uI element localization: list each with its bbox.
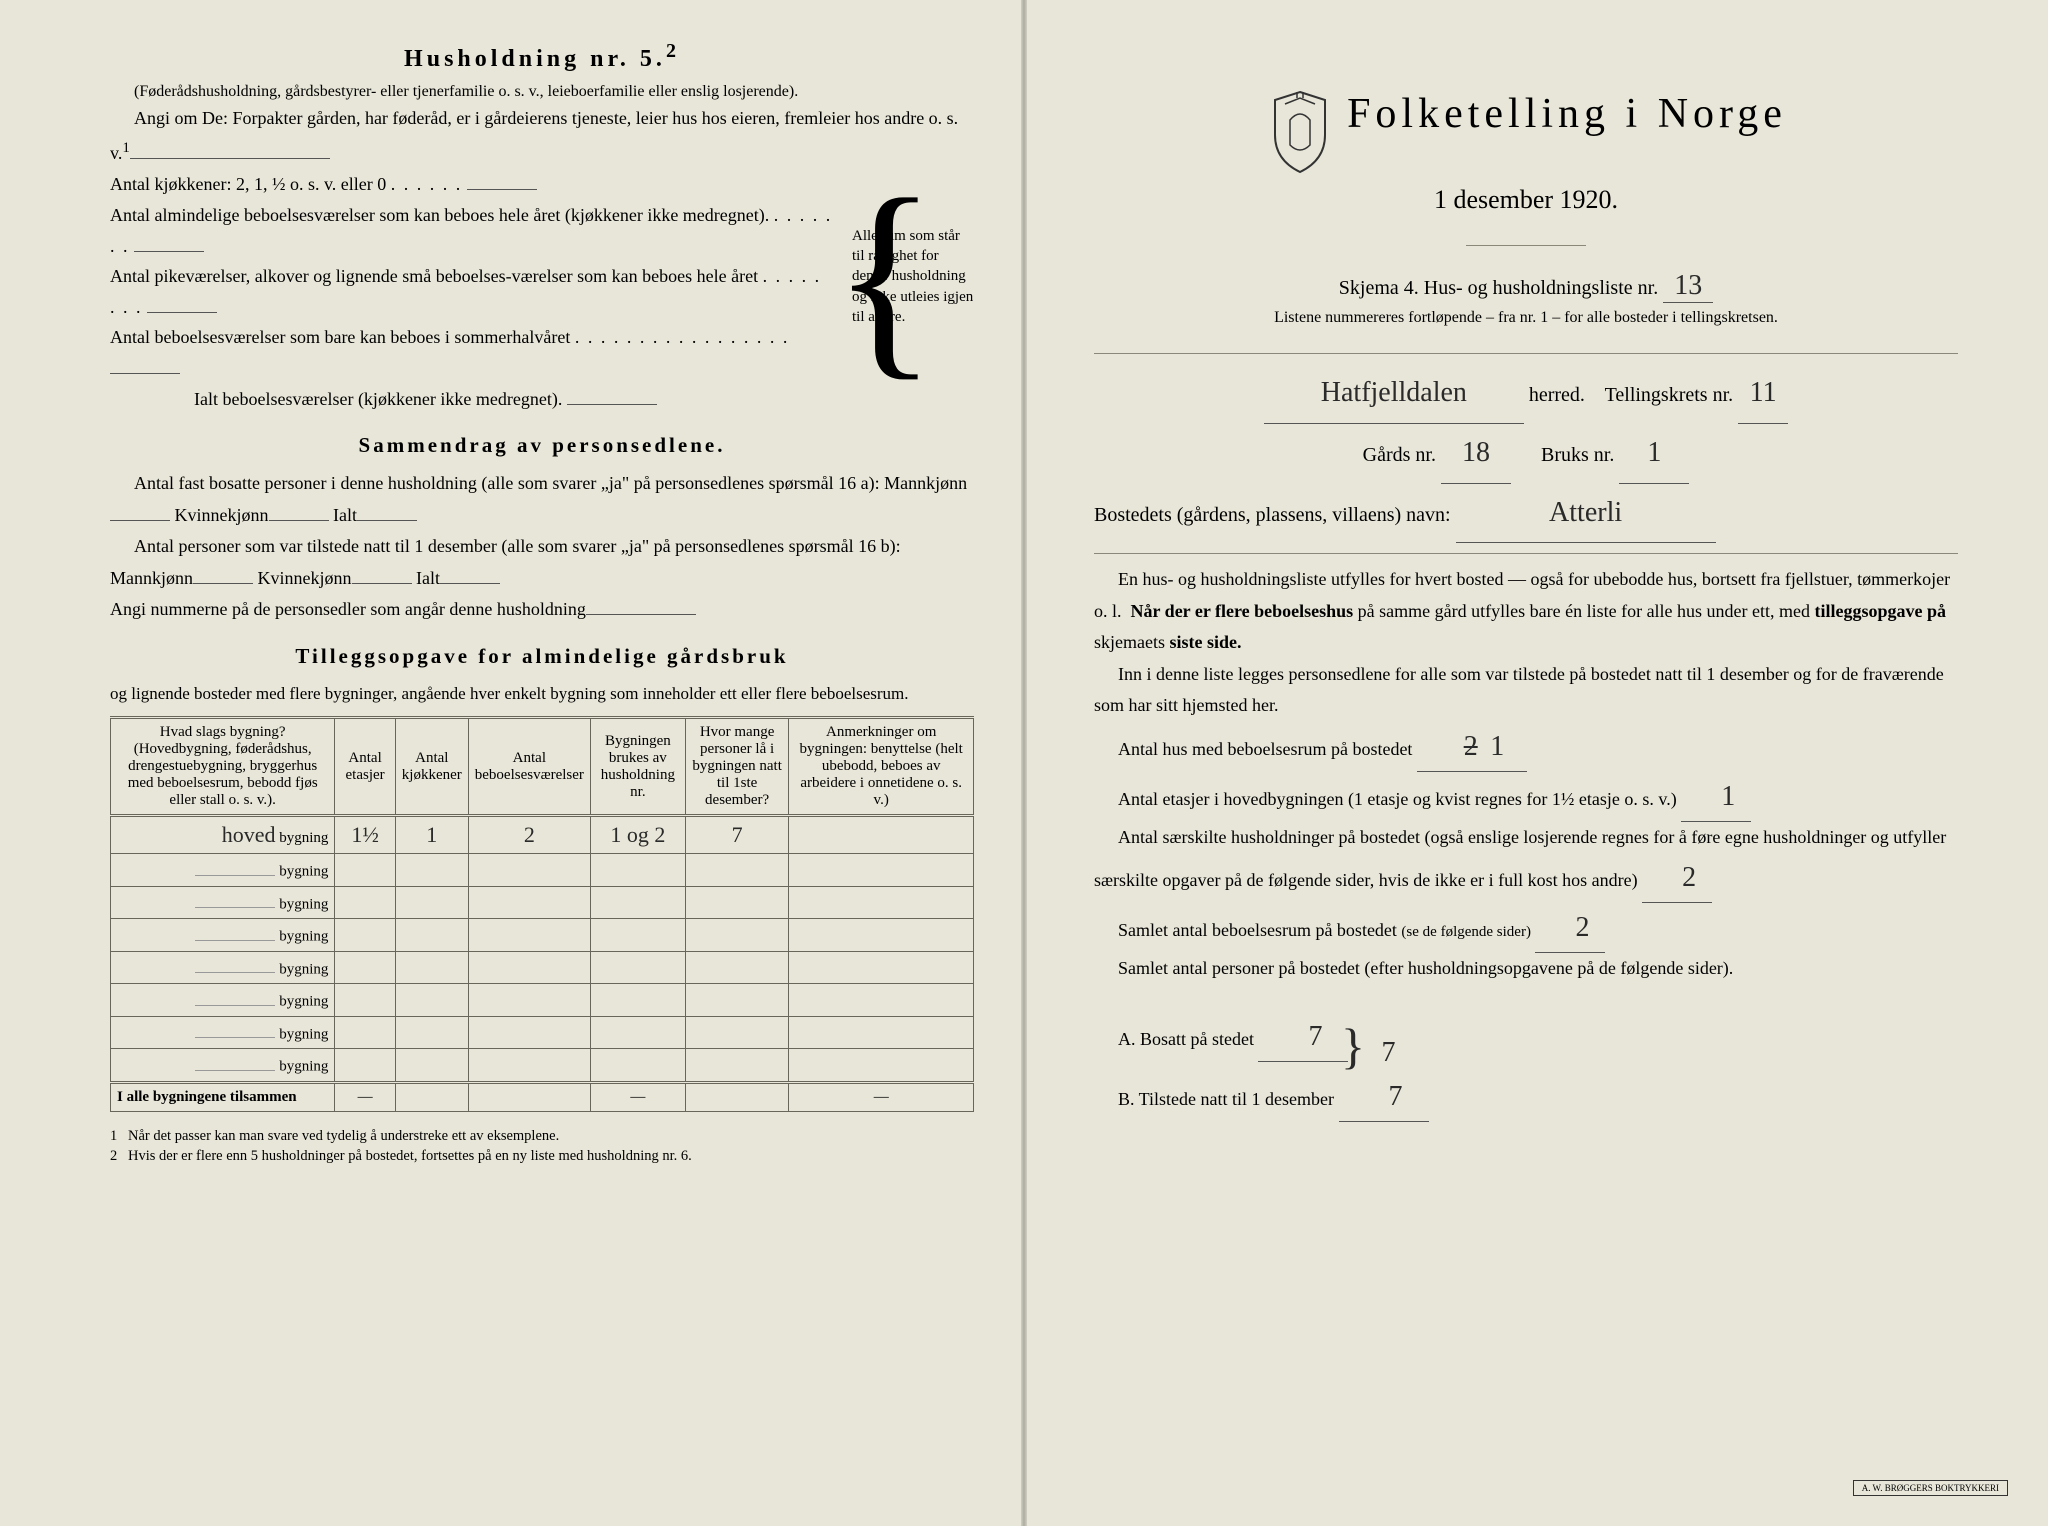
table-row: hoved bygning1½121 og 27 <box>111 816 974 854</box>
rooms-line-3: Antal beboelsesværelser som bare kan beb… <box>110 322 834 383</box>
bosatt-val: 7 <box>1258 1012 1348 1062</box>
skjema-line: Skjema 4. Hus- og husholdningsliste nr. … <box>1094 270 1958 303</box>
col-etasjer: Antal etasjer <box>335 718 395 816</box>
etasjer-val: 1 <box>1681 772 1751 822</box>
kitchens-line: Antal kjøkkener: 2, 1, ½ o. s. v. eller … <box>110 169 834 200</box>
buildings-table: Hvad slags bygning? (Hovedbygning, føder… <box>110 716 974 1112</box>
sub-center: Listene nummereres fortløpende – fra nr.… <box>1094 309 1958 327</box>
left-page: Husholdning nr. 5.2 (Føderådshusholdning… <box>0 0 1024 1526</box>
angi-nummer: Angi nummerne på de personsedler som ang… <box>110 594 974 626</box>
bruk-nr: 1 <box>1619 424 1689 484</box>
right-page: Folketelling i Norge 1 desember 1920. Sk… <box>1024 0 2048 1526</box>
rooms-line-2: Antal pikeværelser, alkover og lignende … <box>110 261 834 322</box>
table-row: bygning <box>111 984 974 1017</box>
col-anm: Anmerkninger om bygningen: benyttelse (h… <box>789 718 974 816</box>
samm-p2: Antal personer som var tilstede natt til… <box>110 531 974 594</box>
gard-line: Gårds nr. 18 Bruks nr. 1 <box>1094 424 1958 484</box>
main-title: Folketelling i Norge <box>1347 90 1787 138</box>
antal-hus-line: Antal hus med beboelsesrum på bostedet 2… <box>1094 722 1958 772</box>
table-row: bygning <box>111 951 974 984</box>
bosted-line: Bostedets (gårdens, plassens, villaens) … <box>1094 484 1958 544</box>
table-header-row: Hvad slags bygning? (Hovedbygning, føder… <box>111 718 974 816</box>
etasjer-line: Antal etasjer i hovedbygningen (1 etasje… <box>1094 772 1958 822</box>
rooms-block: Antal kjøkkener: 2, 1, ½ o. s. v. eller … <box>110 169 974 383</box>
krets-nr: 11 <box>1738 364 1788 424</box>
gard-nr: 18 <box>1441 424 1511 484</box>
title-row: Folketelling i Norge <box>1094 90 1958 175</box>
brace-mark: } <box>1341 1018 1365 1074</box>
fill-line <box>130 139 330 159</box>
sammendrag-heading: Sammendrag av personsedlene. <box>110 433 974 458</box>
hush-val: 2 <box>1642 853 1712 903</box>
total-label: I alle bygningene tilsammen <box>111 1082 335 1111</box>
bosted-value: Atterli <box>1456 484 1716 544</box>
instructions-p2: Inn i denne liste legges personsedlene f… <box>1094 659 1958 722</box>
rooms-line-1: Antal almindelige beboelsesværelser som … <box>110 200 834 261</box>
divider <box>1094 353 1958 354</box>
husholdninger-line: Antal særskilte husholdninger på bostede… <box>1094 822 1958 904</box>
divider <box>1466 245 1586 246</box>
table-total-row: I alle bygningene tilsammen — — — <box>111 1082 974 1111</box>
divider <box>1094 553 1958 554</box>
table-row: bygning <box>111 886 974 919</box>
samlet-pers-line: Samlet antal personer på bostedet (efter… <box>1094 953 1958 985</box>
table-row: bygning <box>111 1016 974 1049</box>
household-5-heading: Husholdning nr. 5.2 <box>110 40 974 73</box>
instructions-p1: En hus- og husholdningsliste utfylles fo… <box>1094 564 1958 659</box>
col-type: Hvad slags bygning? (Hovedbygning, føder… <box>111 718 335 816</box>
hus-val: 1 <box>1490 731 1504 762</box>
samlet-rum-val: 2 <box>1535 903 1605 953</box>
page-fold <box>1021 0 1027 1526</box>
heading-text: Husholdning nr. 5. <box>404 46 666 72</box>
table-row: bygning <box>111 854 974 887</box>
bosatt-line: A. Bosatt på stedet 7 } 7 <box>1094 985 1958 1073</box>
tillegg-heading: Tilleggsopgave for almindelige gårdsbruk <box>110 644 974 669</box>
census-date: 1 desember 1920. <box>1094 185 1958 215</box>
sub-note-1: (Føderådshusholdning, gårdsbestyrer- ell… <box>110 81 974 103</box>
col-vaerelser: Antal beboelsesværelser <box>468 718 590 816</box>
tilstede-val: 7 <box>1339 1072 1429 1122</box>
coat-of-arms-icon <box>1265 90 1335 175</box>
printer-stamp: A. W. BRØGGERS BOKTRYKKERI <box>1853 1480 2008 1496</box>
tilstede-line: B. Tilstede natt til 1 desember 7 <box>1094 1072 1958 1122</box>
footnotes: 1Når det passer kan man svare ved tydeli… <box>110 1126 974 1167</box>
col-kjokkener: Antal kjøkkener <box>395 718 468 816</box>
list-nr: 13 <box>1663 270 1713 303</box>
brace-val: 7 <box>1381 1037 1395 1068</box>
hus-struck: 2 <box>1464 731 1478 762</box>
col-personer: Hvor mange personer lå i bygningen natt … <box>685 718 789 816</box>
samlet-rum-line: Samlet antal beboelsesrum på bostedet (s… <box>1094 903 1958 953</box>
table-row: bygning <box>111 1049 974 1083</box>
herred-value: Hatfjelldalen <box>1264 364 1524 424</box>
table-row: bygning <box>111 919 974 952</box>
herred-line: Hatfjelldalen herred. Tellingskrets nr. … <box>1094 364 1958 424</box>
col-hushold: Bygningen brukes av husholdning nr. <box>590 718 685 816</box>
heading-sup: 2 <box>666 40 680 62</box>
brace-note: { Alle rum som står til rådighet for den… <box>834 169 974 383</box>
tillegg-sub: og lignende bosteder med flere bygninger… <box>110 679 974 709</box>
samm-p1: Antal fast bosatte personer i denne hush… <box>110 468 974 531</box>
